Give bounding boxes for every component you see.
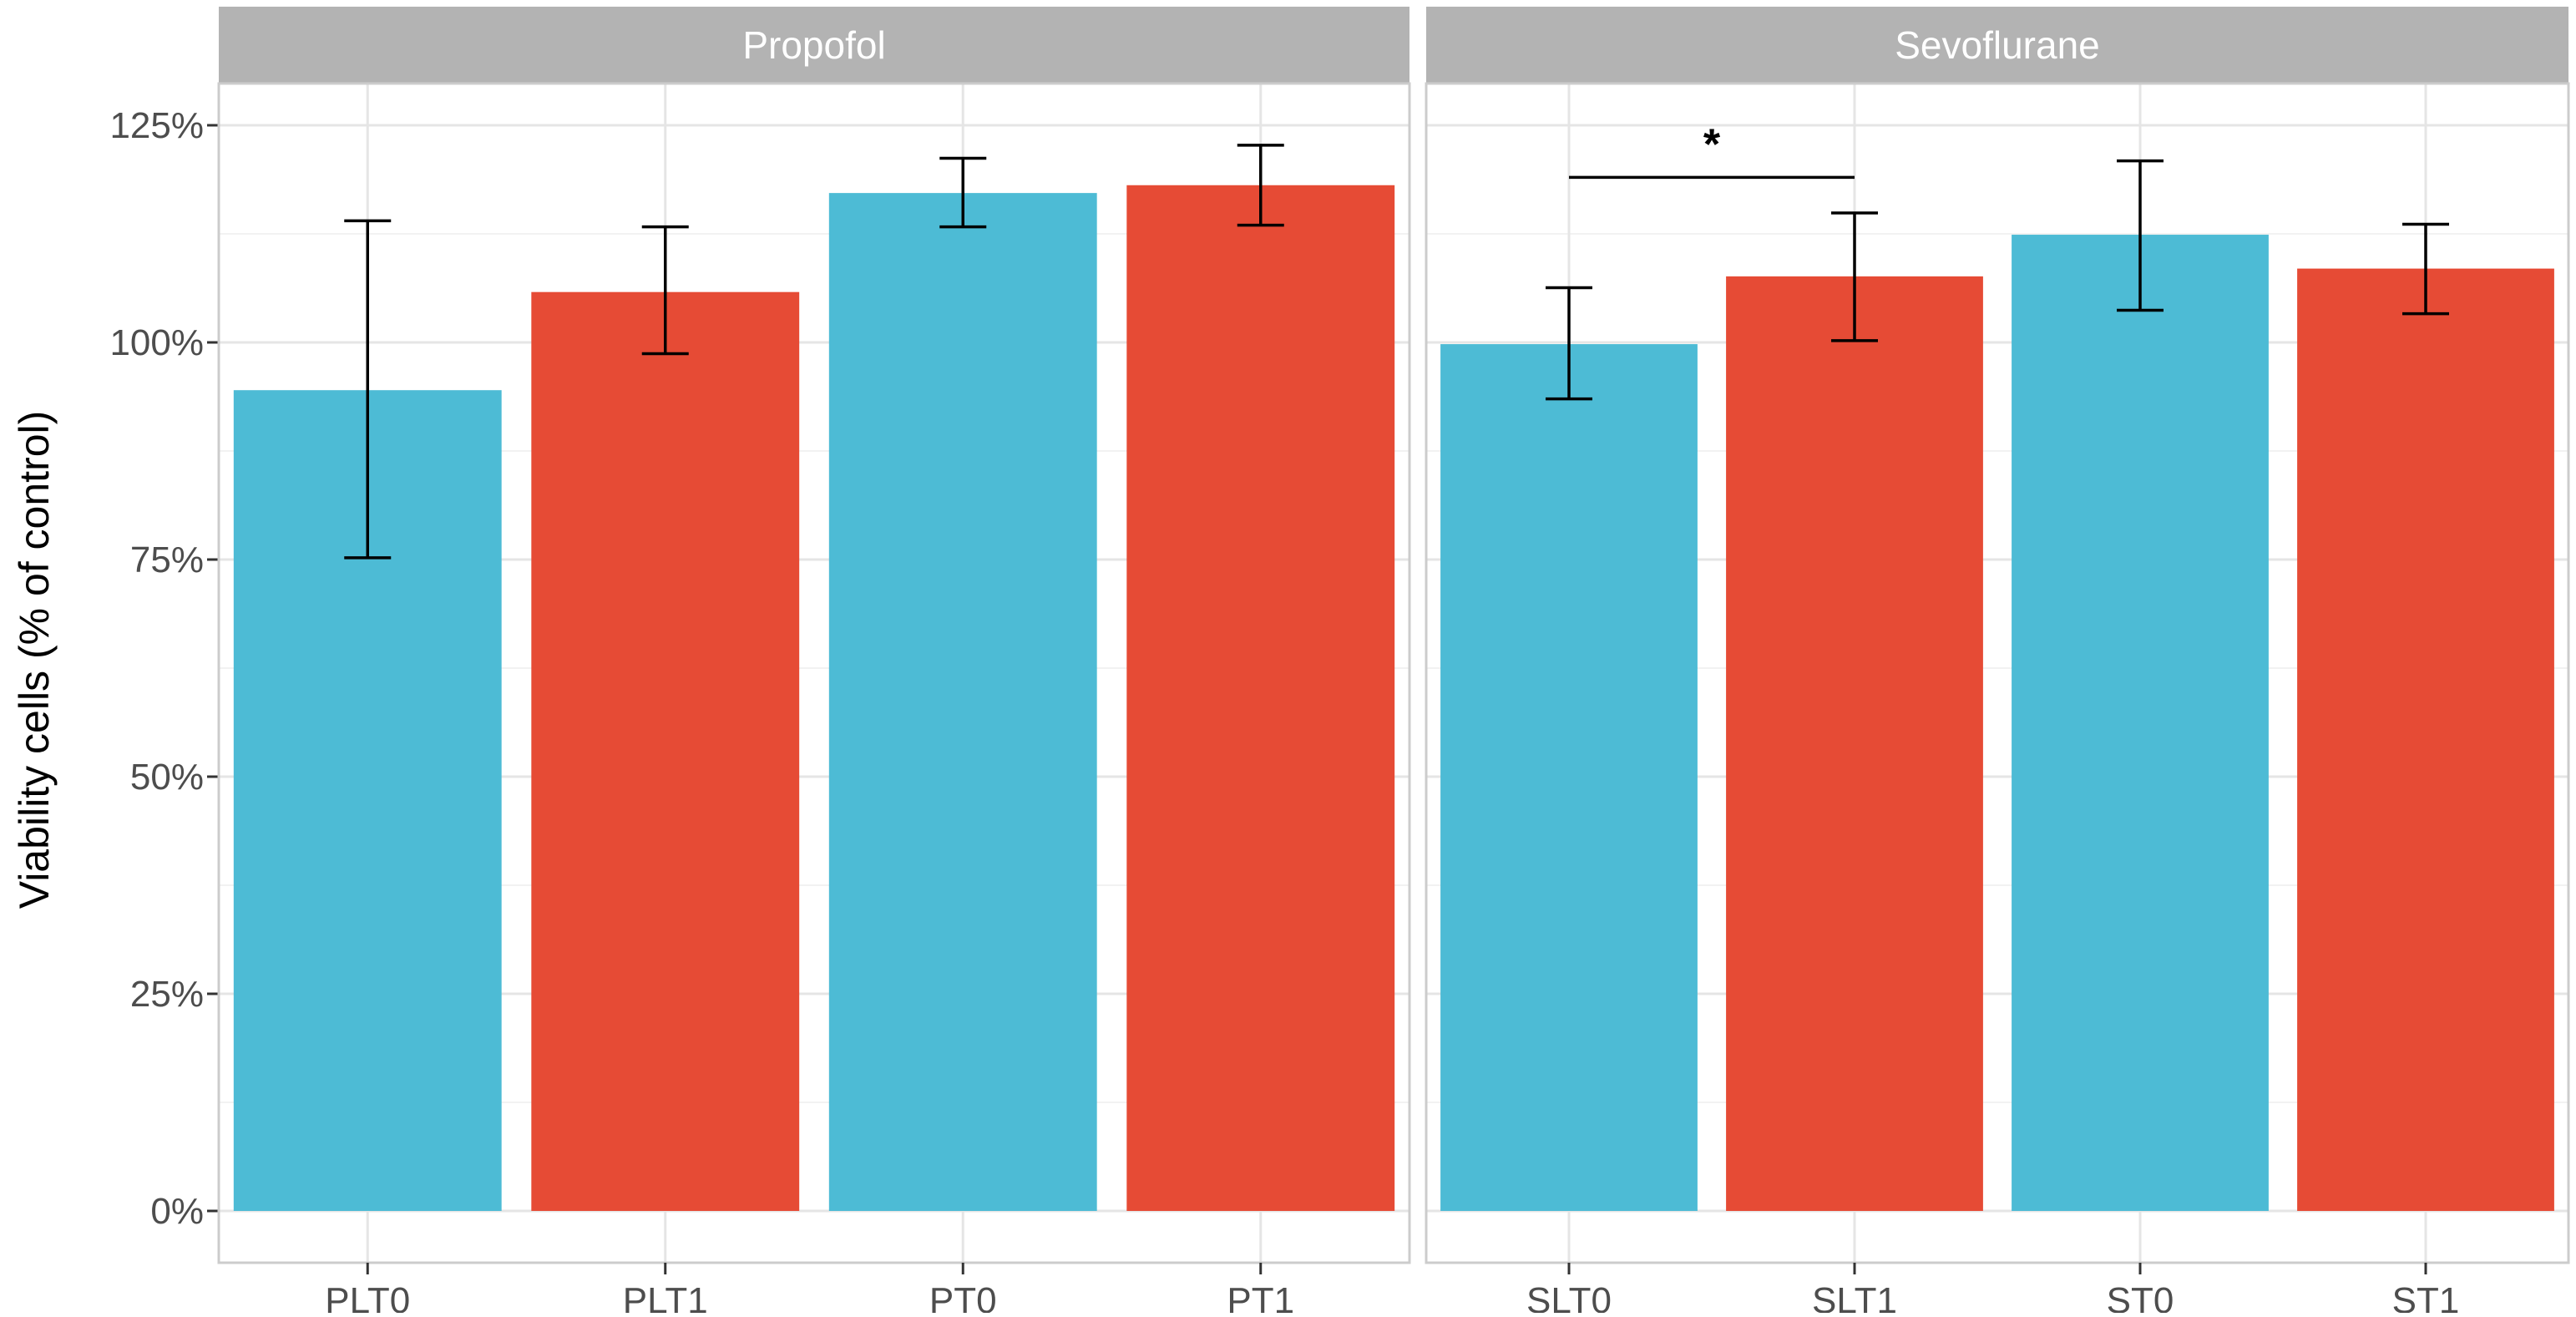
bar-pt1 xyxy=(1126,185,1395,1211)
y-tick-label: 75% xyxy=(130,539,204,580)
x-tick-label: PLT1 xyxy=(623,1280,708,1313)
facet-strip xyxy=(219,7,1409,84)
bar-plt1 xyxy=(531,291,800,1212)
x-tick-label: PT1 xyxy=(1227,1280,1294,1313)
y-axis-title: Viability cells (% of control) xyxy=(11,411,58,909)
x-tick-label: PT0 xyxy=(929,1280,997,1313)
x-tick-label: SLT0 xyxy=(1526,1280,1612,1313)
y-tick-label: 25% xyxy=(130,974,204,1015)
x-tick-label: ST1 xyxy=(2392,1280,2460,1313)
bar-slt0 xyxy=(1440,344,1698,1212)
x-tick-label: PLT0 xyxy=(325,1280,410,1313)
facet-strip xyxy=(1426,7,2568,84)
bar-st0 xyxy=(2012,235,2269,1211)
bar-pt0 xyxy=(828,193,1097,1211)
panel-border xyxy=(217,82,1411,1264)
y-tick-label: 125% xyxy=(109,105,204,146)
facet-strip-title: Propofol xyxy=(742,23,885,67)
facet-strip-title: Sevoflurane xyxy=(1895,23,2100,67)
bar-st1 xyxy=(2297,268,2554,1212)
panel-border xyxy=(1425,82,2570,1264)
x-tick-label: SLT1 xyxy=(1812,1280,1897,1313)
y-tick-label: 0% xyxy=(150,1191,204,1232)
x-tick-label: ST0 xyxy=(2107,1280,2174,1313)
y-tick-label: 50% xyxy=(130,757,204,798)
bar-slt1 xyxy=(1726,276,1983,1212)
significance-label: * xyxy=(1703,120,1721,169)
y-tick-label: 100% xyxy=(109,322,204,363)
